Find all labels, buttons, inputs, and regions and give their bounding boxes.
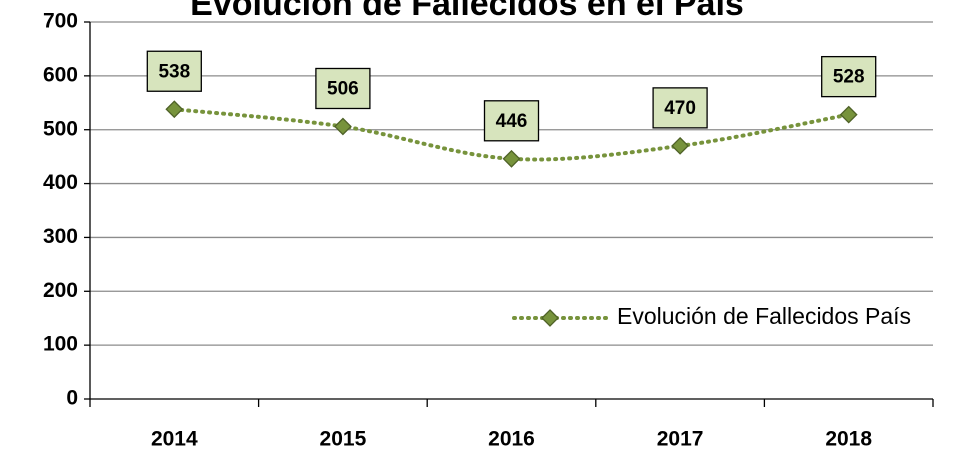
legend-label: Evolución de Fallecidos País	[617, 303, 911, 329]
chart-title: Evolución de Fallecidos en el País	[190, 0, 744, 23]
marker	[839, 105, 858, 124]
marker	[165, 100, 184, 119]
x-tick-label: 2014	[151, 428, 198, 451]
y-tick-label: 600	[43, 63, 78, 86]
data-label: 538	[158, 61, 190, 82]
label-box	[483, 100, 540, 142]
y-tick-label: 400	[43, 171, 78, 194]
y-tick-label: 500	[43, 117, 78, 140]
x-tick-label: 2017	[657, 428, 704, 451]
label-box	[652, 87, 708, 129]
x-tick-label: 2016	[488, 428, 535, 451]
data-label: 446	[496, 111, 528, 132]
y-tick-label: 100	[43, 333, 78, 356]
label-box	[315, 67, 371, 110]
y-tick-label: 0	[66, 387, 78, 410]
data-label: 528	[833, 67, 865, 88]
marker	[671, 136, 690, 155]
legend-marker	[541, 309, 559, 327]
label-box	[146, 50, 202, 92]
y-tick-label: 200	[43, 279, 78, 302]
marker	[502, 149, 521, 168]
data-label: 506	[327, 78, 359, 99]
x-tick-label: 2015	[320, 428, 367, 451]
label-box	[821, 55, 877, 98]
x-tick-label: 2018	[825, 428, 872, 451]
y-tick-label: 300	[43, 225, 78, 248]
data-label: 470	[664, 98, 696, 119]
marker	[333, 117, 352, 136]
y-tick-label: 700	[43, 10, 78, 33]
